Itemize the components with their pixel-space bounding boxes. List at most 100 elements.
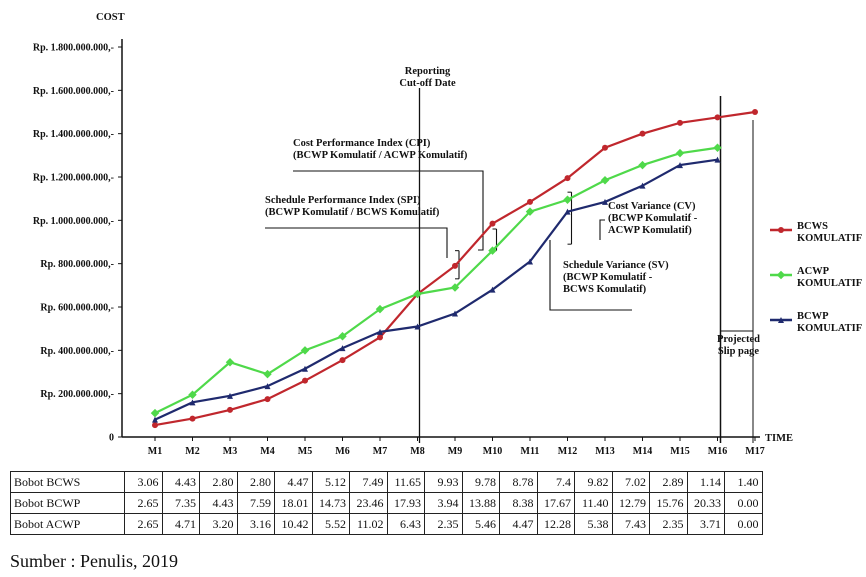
spi-label: (BCWP Komulatif / BCWS Komulatif) <box>265 207 440 218</box>
y-axis-ticks: 0 Rp. 200.000.000,- Rp. 400.000.000,- Rp. 6… <box>33 43 122 444</box>
y-tick-label: Rp. 200.000.000,- <box>40 389 114 400</box>
projected-label: Slip page <box>718 346 759 357</box>
projected-label: Projected <box>717 334 760 345</box>
table-cell: 0.00 <box>725 493 763 514</box>
y-tick-label: Rp. 1.200.000.000,- <box>33 173 114 184</box>
series-point <box>715 114 721 120</box>
table-cell: 5.38 <box>575 514 613 535</box>
spi-label: Schedule Performance Index (SPI) <box>265 195 421 206</box>
table-cell: 7.35 <box>162 493 200 514</box>
cutoff-label: Cut-off Date <box>399 78 456 89</box>
series-point <box>601 176 609 184</box>
table-cell: 10.42 <box>275 514 313 535</box>
series-point <box>190 416 196 422</box>
table-row: Bobot ACWP 2.65 4.71 3.20 3.16 10.42 5.52 11.02… <box>11 514 763 535</box>
table-row-label: Bobot BCWS <box>11 472 125 493</box>
table-cell: 7.49 <box>350 472 388 493</box>
x-tick-label: M5 <box>298 446 312 457</box>
table-cell: 5.52 <box>312 514 350 535</box>
x-tick-label: M11 <box>521 446 540 457</box>
table-row-label: Bobot ACWP <box>11 514 125 535</box>
x-tick-label: M14 <box>633 446 652 457</box>
legend-label-3: BCWP <box>797 311 829 322</box>
table-cell: 20.33 <box>687 493 725 514</box>
x-tick-label: M10 <box>483 446 502 457</box>
x-tick-label: M4 <box>260 446 274 457</box>
y-tick-label: 0 <box>109 433 114 444</box>
table-cell: 17.67 <box>537 493 575 514</box>
table-cell: 2.80 <box>200 472 238 493</box>
x-axis-title: TIME <box>765 433 793 444</box>
table-cell: 2.65 <box>125 514 163 535</box>
series-point <box>565 175 571 181</box>
table-cell: 3.16 <box>237 514 275 535</box>
table-cell: 11.65 <box>387 472 425 493</box>
table-cell: 2.35 <box>650 514 688 535</box>
table-cell: 4.71 <box>162 514 200 535</box>
table-cell: 11.02 <box>350 514 388 535</box>
table-cell: 23.46 <box>350 493 388 514</box>
table-cell: 12.28 <box>537 514 575 535</box>
table-cell: 12.79 <box>612 493 650 514</box>
table-cell: 11.40 <box>575 493 613 514</box>
table-cell: 4.47 <box>500 514 538 535</box>
table-cell: 14.73 <box>312 493 350 514</box>
table-row-label: Bobot BCWP <box>11 493 125 514</box>
cutoff-label: Reporting <box>405 66 451 77</box>
x-tick-label: M2 <box>185 446 199 457</box>
sv-label: (BCWP Komulatif - <box>563 272 653 283</box>
cpi-label: (BCWP Komulatif / ACWP Komulatif) <box>293 150 468 161</box>
table-cell: 9.82 <box>575 472 613 493</box>
y-tick-label: Rp. 800.000.000,- <box>40 259 114 270</box>
table-cell: 2.35 <box>425 514 463 535</box>
table-cell: 0.00 <box>725 514 763 535</box>
table-cell: 5.46 <box>462 514 500 535</box>
table-cell: 1.40 <box>725 472 763 493</box>
series-point <box>677 120 683 126</box>
series-point <box>563 196 571 204</box>
table-cell: 3.06 <box>125 472 163 493</box>
x-tick-label: M7 <box>373 446 387 457</box>
cv-label: ACWP Komulatif) <box>608 225 692 236</box>
source-note: Sumber : Penulis, 2019 <box>10 551 178 572</box>
cv-label: Cost Variance (CV) <box>608 201 696 212</box>
sv-label: BCWS Komulatif) <box>563 284 647 295</box>
series-point <box>302 378 308 384</box>
table-cell: 4.43 <box>200 493 238 514</box>
table-cell: 9.78 <box>462 472 500 493</box>
series-point <box>452 263 458 269</box>
legend-label-1: KOMULATIF <box>797 233 862 244</box>
series-point <box>227 407 233 413</box>
y-tick-label: Rp. 1.000.000.000,- <box>33 216 114 227</box>
legend-label-2: KOMULATIF <box>797 278 862 289</box>
y-tick-label: Rp. 1.400.000.000,- <box>33 129 114 140</box>
series-point <box>602 145 608 151</box>
x-tick-label: M1 <box>148 446 162 457</box>
series-point <box>340 357 346 363</box>
table-cell: 6.43 <box>387 514 425 535</box>
y-tick-label: Rp. 1.800.000.000,- <box>33 43 114 54</box>
cv-label: (BCWP Komulatif - <box>608 213 698 224</box>
series-point <box>265 396 271 402</box>
table-cell: 7.43 <box>612 514 650 535</box>
series-point <box>377 334 383 340</box>
table-cell: 1.14 <box>687 472 725 493</box>
table-cell: 17.93 <box>387 493 425 514</box>
table-cell: 8.38 <box>500 493 538 514</box>
cpi-label: Cost Performance Index (CPI) <box>293 138 431 149</box>
x-tick-label: M16 <box>708 446 727 457</box>
series-point <box>152 422 158 428</box>
x-tick-label: M8 <box>410 446 424 457</box>
series-point <box>527 199 533 205</box>
table-cell: 7.59 <box>237 493 275 514</box>
y-tick-label: Rp. 1.600.000.000,- <box>33 86 114 97</box>
table-cell: 3.71 <box>687 514 725 535</box>
table-cell: 15.76 <box>650 493 688 514</box>
legend-marker <box>777 271 785 279</box>
x-tick-label: M6 <box>335 446 349 457</box>
table-cell: 18.01 <box>275 493 313 514</box>
table-cell: 4.43 <box>162 472 200 493</box>
table-row: Bobot BCWS 3.06 4.43 2.80 2.80 4.47 5.12 7.49 11… <box>11 472 763 493</box>
bobot-table: Bobot BCWS 3.06 4.43 2.80 2.80 4.47 5.12 7.49 11… <box>10 471 763 535</box>
table-cell: 2.89 <box>650 472 688 493</box>
